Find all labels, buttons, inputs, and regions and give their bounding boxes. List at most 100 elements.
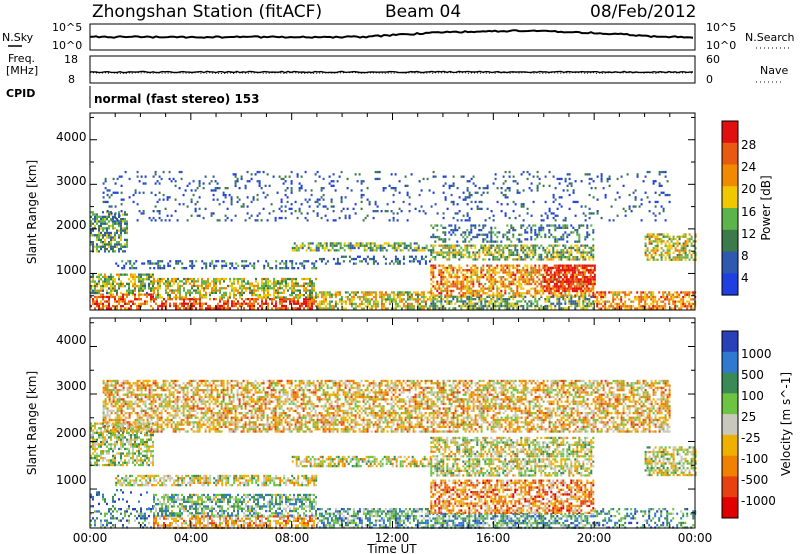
power-cell-2266 bbox=[438, 292, 441, 295]
power-cell-1079 bbox=[265, 294, 267, 297]
power-cell-261 bbox=[138, 278, 140, 281]
power-cell-713 bbox=[281, 307, 283, 310]
power-cell-3759 bbox=[604, 291, 607, 294]
power-cell-1901 bbox=[417, 244, 420, 247]
power-cell-456 bbox=[114, 243, 116, 246]
power-cell-4022 bbox=[652, 249, 655, 252]
power-cell-4415 bbox=[274, 216, 277, 220]
power-cell-544 bbox=[169, 304, 171, 308]
power-cell-718 bbox=[285, 298, 287, 301]
power-cell-3019 bbox=[466, 246, 469, 250]
power-cell-1368 bbox=[307, 260, 310, 263]
power-cell-338 bbox=[94, 234, 96, 237]
power-cell-4143 bbox=[684, 254, 687, 257]
power-cell-4507 bbox=[330, 200, 333, 204]
power-cell-1598 bbox=[402, 302, 405, 306]
power-cell-804 bbox=[163, 282, 165, 285]
power-cell-696 bbox=[271, 302, 273, 305]
power-cell-4510 bbox=[332, 180, 335, 183]
power-cell-483 bbox=[120, 224, 122, 228]
power-cell-2221 bbox=[590, 302, 593, 305]
power-cell-239 bbox=[130, 280, 132, 283]
power-cell-29 bbox=[104, 295, 106, 299]
power-cell-4705 bbox=[492, 182, 495, 185]
power-cell-4200 bbox=[114, 212, 117, 215]
power-cell-2540 bbox=[500, 278, 503, 281]
power-cell-2086 bbox=[512, 302, 515, 305]
power-cell-3926 bbox=[672, 293, 675, 296]
power-cell-300 bbox=[150, 282, 152, 285]
power-cell-2046 bbox=[494, 302, 497, 305]
power-cell-3386 bbox=[490, 231, 493, 234]
power-cell-1014 bbox=[241, 287, 243, 290]
power-cell-4206 bbox=[118, 214, 121, 217]
power-cell-996 bbox=[235, 287, 237, 290]
power-cell-822 bbox=[169, 289, 171, 292]
power-cell-3243 bbox=[568, 253, 571, 256]
power-cell-659 bbox=[247, 304, 249, 308]
power-cell-3400 bbox=[500, 240, 503, 243]
power-cell-1889 bbox=[407, 244, 410, 247]
power-cell-4349 bbox=[230, 198, 233, 201]
power-cell-3086 bbox=[498, 244, 501, 247]
power-cell-4015 bbox=[650, 249, 653, 252]
power-cell-1629 bbox=[414, 293, 417, 296]
power-cell-4710 bbox=[496, 187, 499, 190]
power-cell-2974 bbox=[446, 251, 449, 254]
power-cell-2947 bbox=[432, 249, 435, 252]
power-cell-737 bbox=[297, 298, 299, 301]
power-cell-1790 bbox=[329, 244, 332, 247]
power-cell-3358 bbox=[470, 238, 473, 241]
power-cell-104 bbox=[140, 298, 142, 301]
power-cell-1949 bbox=[446, 300, 449, 303]
power-cell-537 bbox=[165, 300, 167, 303]
power-cell-1262 bbox=[161, 260, 164, 263]
power-cell-2339 bbox=[454, 285, 457, 288]
power-cell-2059 bbox=[500, 298, 503, 301]
power-cell-4481 bbox=[316, 198, 319, 201]
power-cell-4364 bbox=[238, 187, 241, 190]
power-cell-979 bbox=[229, 284, 231, 288]
power-cell-999 bbox=[237, 277, 239, 281]
power-cell-4186 bbox=[106, 200, 109, 204]
power-cell-1222 bbox=[313, 296, 315, 299]
power-cell-3387 bbox=[490, 233, 493, 236]
power-cell-2618 bbox=[518, 269, 521, 272]
power-cell-1991 bbox=[468, 302, 471, 305]
power-cell-2192 bbox=[576, 302, 579, 305]
power-cell-1550 bbox=[384, 293, 387, 296]
power-cell-1058 bbox=[261, 277, 263, 281]
power-cell-3817 bbox=[626, 307, 629, 310]
power-cell-4087 bbox=[670, 240, 673, 243]
power-cell-1534 bbox=[378, 295, 381, 299]
power-cell-348 bbox=[96, 243, 98, 246]
power-cell-4260 bbox=[162, 170, 165, 174]
power-cell-787 bbox=[157, 284, 159, 288]
power-cell-1230 bbox=[121, 267, 124, 270]
power-cell-4682 bbox=[472, 182, 475, 185]
power-cell-1753 bbox=[297, 246, 300, 250]
power-cell-879 bbox=[191, 280, 193, 283]
power-cell-150 bbox=[98, 273, 100, 276]
power-cell-4668 bbox=[466, 212, 469, 215]
power-cell-4235 bbox=[144, 182, 147, 185]
power-cell-198 bbox=[112, 282, 114, 285]
power-cell-3260 bbox=[576, 246, 579, 250]
power-cell-4056 bbox=[660, 258, 663, 261]
power-cell-4700 bbox=[486, 187, 489, 190]
power-cell-624 bbox=[223, 304, 225, 308]
power-cell-2239 bbox=[432, 266, 435, 270]
power-cell-3814 bbox=[624, 307, 627, 310]
power-cell-4261 bbox=[162, 193, 165, 197]
power-cell-4884 bbox=[628, 207, 631, 210]
power-cell-1054 bbox=[257, 296, 259, 299]
power-cell-3627 bbox=[567, 280, 570, 283]
power-cell-1847 bbox=[373, 244, 376, 247]
power-cell-2187 bbox=[574, 300, 577, 303]
power-cell-3216 bbox=[556, 253, 559, 256]
power-cell-2985 bbox=[450, 246, 453, 250]
power-cell-3970 bbox=[688, 293, 691, 296]
power-cell-3810 bbox=[624, 295, 627, 299]
power-cell-1918 bbox=[432, 298, 435, 301]
power-cell-814 bbox=[167, 284, 169, 288]
